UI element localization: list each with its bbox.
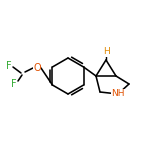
Text: F: F [11,79,17,89]
Text: O: O [33,63,41,73]
Text: F: F [6,61,12,71]
Text: NH: NH [111,90,125,98]
Text: H: H [103,47,109,57]
